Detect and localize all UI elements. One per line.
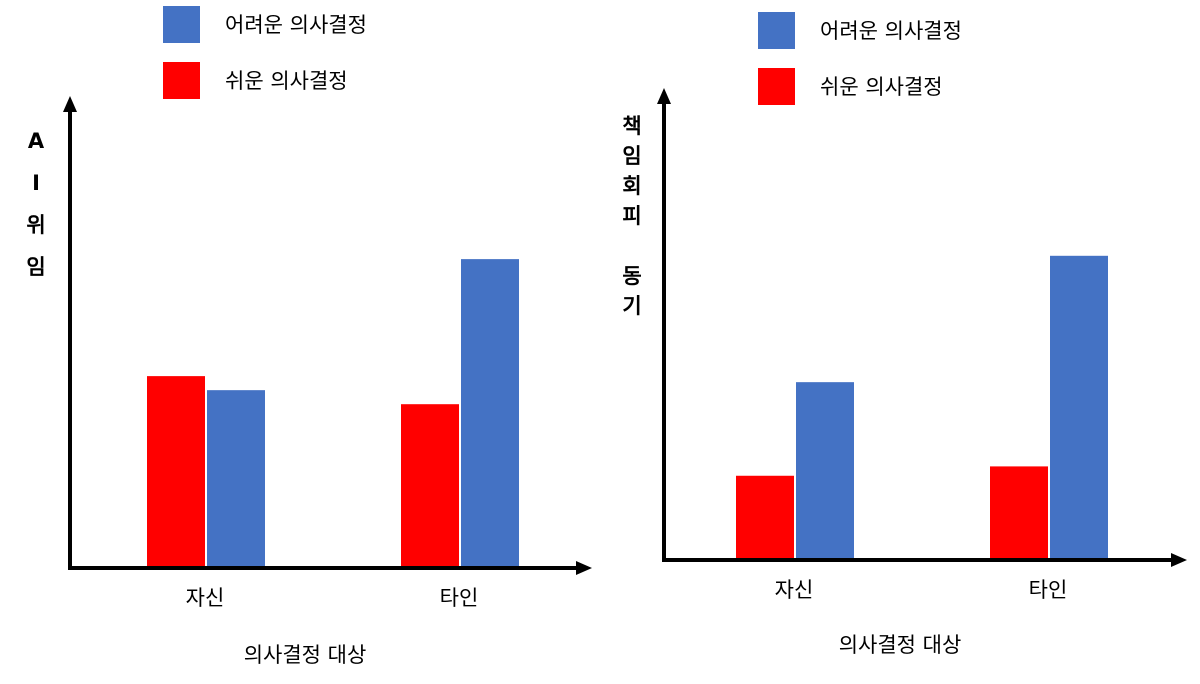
bar-hard-2	[461, 259, 519, 568]
x-tick-label: 타인	[1029, 578, 1068, 602]
bar-hard-1	[207, 390, 265, 568]
x-axis-label: 의사결정 대상	[839, 633, 962, 657]
y-axis-arrow	[63, 96, 77, 112]
x-tick-label: 자신	[186, 586, 225, 610]
legend-label-hard: 어려운 의사결정	[225, 13, 367, 37]
x-tick-label: 자신	[775, 578, 814, 602]
legend-swatch-easy	[758, 68, 795, 105]
x-axis-arrow	[1171, 553, 1187, 567]
x-axis-label: 의사결정 대상	[244, 643, 367, 667]
y-axis-arrow	[657, 88, 671, 104]
legend-swatch-easy	[163, 62, 200, 99]
legend-label-hard: 어려운 의사결정	[820, 19, 962, 43]
legend-swatch-hard	[758, 12, 795, 49]
legend-label-easy: 쉬운 의사결정	[820, 75, 943, 99]
x-tick-label: 타인	[440, 586, 479, 610]
bar-easy-1	[147, 376, 205, 568]
legend-swatch-hard	[163, 6, 200, 43]
legend-label-easy: 쉬운 의사결정	[225, 69, 348, 93]
bar-easy-2	[401, 404, 459, 568]
bar-easy-2	[990, 466, 1048, 560]
bar-easy-1	[736, 475, 794, 560]
bar-hard-2	[1050, 255, 1108, 561]
x-axis-arrow	[576, 561, 592, 575]
bar-hard-1	[796, 382, 854, 560]
